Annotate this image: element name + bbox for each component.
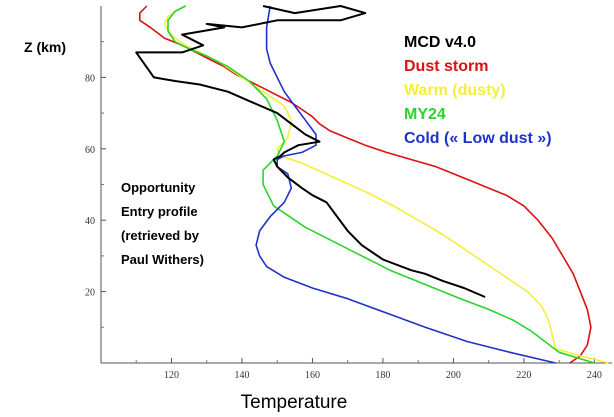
annotation-line-2: Entry profile xyxy=(121,204,198,219)
series-lines xyxy=(135,5,609,364)
series-line-dust-storm xyxy=(139,5,592,364)
y-tick-label: 60 xyxy=(85,145,95,156)
legend-label-warm: Warm (dusty) xyxy=(404,82,506,99)
legend-label-mcd: MCD v4.0 xyxy=(404,34,476,51)
x-tick-label: 160 xyxy=(305,370,320,381)
annotation-line-4: Paul Withers) xyxy=(121,252,204,267)
series-line-mcd-v4-0 xyxy=(135,5,486,298)
series-line-warm-dusty xyxy=(163,5,609,364)
y-tick-label: 80 xyxy=(85,73,95,84)
x-tick-label: 120 xyxy=(164,370,179,381)
x-axis-label: Temperature xyxy=(241,392,348,413)
annotation-block: Opportunity Entry profile (retrieved by … xyxy=(121,180,204,267)
x-tick-group: 120 140 160 180 200 220 240 xyxy=(135,358,602,381)
y-tick-group: 20 40 60 80 xyxy=(85,41,106,328)
series-line-my24 xyxy=(167,5,595,364)
y-axis-label: Z (km) xyxy=(24,39,66,55)
annotation-line-1: Opportunity xyxy=(121,180,196,195)
legend-label-cold: Cold (« Low dust ») xyxy=(404,130,552,147)
legend-label-dust-storm: Dust storm xyxy=(404,58,488,75)
annotation-line-3: (retrieved by xyxy=(121,228,200,243)
series-line-cold-low-dust xyxy=(255,5,556,364)
y-tick-label: 40 xyxy=(85,216,95,227)
x-tick-label: 220 xyxy=(516,370,531,381)
y-tick-label: 20 xyxy=(85,288,95,299)
x-tick-label: 240 xyxy=(587,370,602,381)
legend-label-my24: MY24 xyxy=(404,106,446,123)
x-tick-label: 140 xyxy=(234,370,249,381)
x-tick-label: 180 xyxy=(375,370,390,381)
legend: MCD v4.0 Dust storm Warm (dusty) MY24 Co… xyxy=(404,34,552,147)
x-tick-label: 200 xyxy=(446,370,461,381)
